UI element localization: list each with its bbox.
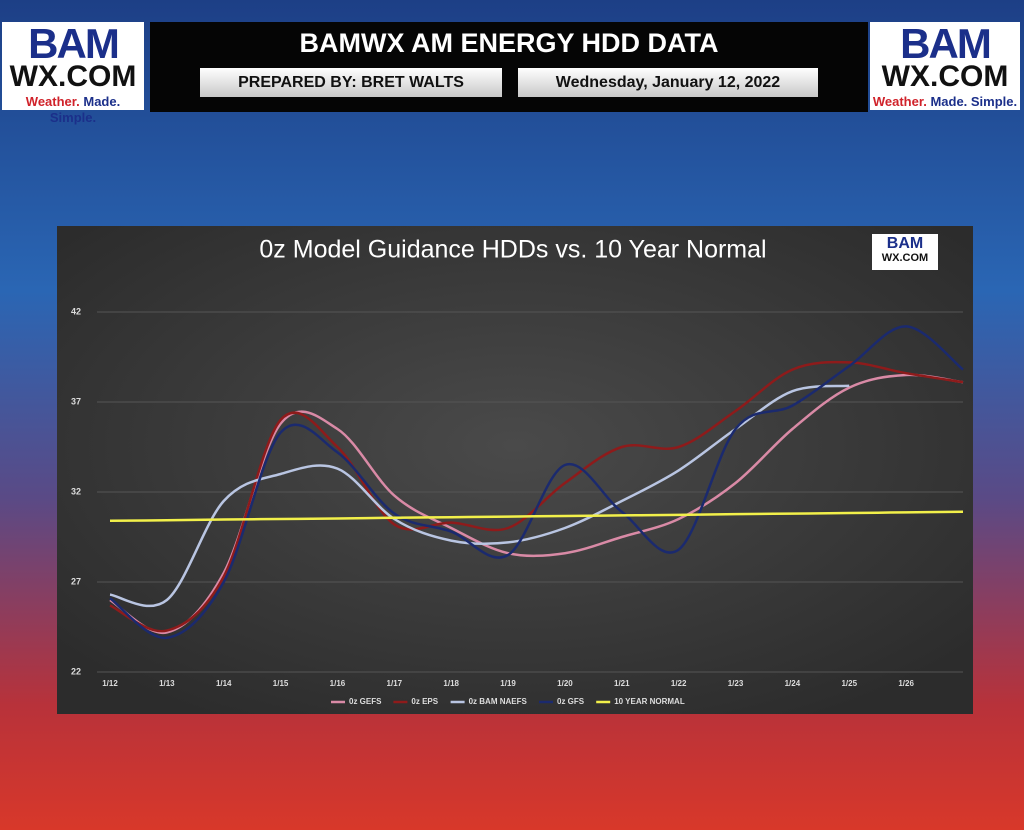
chart-logo <box>872 234 938 270</box>
x-tick-label: 1/22 <box>671 679 687 688</box>
x-tick-label: 1/20 <box>557 679 573 688</box>
logo-top: BAM <box>28 20 120 67</box>
x-tick-label: 1/25 <box>841 679 857 688</box>
x-tick-label: 1/13 <box>159 679 175 688</box>
header-bar <box>150 22 868 112</box>
y-tick-label: 22 <box>71 666 81 676</box>
logo: BAM WX.COM Weather. Made. Simple. <box>2 20 144 125</box>
legend-label: 0z GEFS <box>349 697 382 706</box>
x-tick-label: 1/18 <box>443 679 459 688</box>
x-tick-label: 1/23 <box>728 679 744 688</box>
legend-label: 0z GFS <box>557 697 585 706</box>
chart-background <box>57 226 973 714</box>
x-tick-label: 1/19 <box>500 679 516 688</box>
x-tick-label: 1/24 <box>785 679 801 688</box>
legend-label: 0z BAM NAEFS <box>469 697 528 706</box>
x-tick-label: 1/26 <box>898 679 914 688</box>
tagline-a: Weather. <box>872 94 927 109</box>
prepared-by: PREPARED BY: BRET WALTS <box>200 68 502 97</box>
y-tick-label: 42 <box>71 306 81 316</box>
chart-logo-bottom: WX.COM <box>882 252 928 264</box>
x-tick-label: 1/14 <box>216 679 232 688</box>
logo-bottom: WX.COM <box>9 60 137 93</box>
tagline-a: Weather. <box>25 94 80 109</box>
date: Wednesday, January 12, 2022 <box>518 68 818 97</box>
series-line <box>109 510 964 523</box>
series-line <box>109 325 964 640</box>
chart-logo-top: BAM <box>887 235 923 252</box>
legend-label: 0z EPS <box>411 697 438 706</box>
header: BAMWX AM ENERGY HDD DATA PREPARED BY: BR… <box>0 0 1024 125</box>
legend-label: 10 YEAR NORMAL <box>614 697 685 706</box>
logo-tagline: Weather. Made. Simple. <box>2 94 144 126</box>
tagline-b: Made. Simple. <box>49 94 121 125</box>
x-tick-label: 1/17 <box>387 679 403 688</box>
x-tick-label: 1/12 <box>102 679 118 688</box>
logo-top: BAM <box>900 20 992 67</box>
chart-title: 0z Model Guidance HDDs vs. 10 Year Norma… <box>259 236 766 264</box>
header-title: BAMWX AM ENERGY HDD DATA <box>299 28 719 58</box>
x-tick-label: 1/15 <box>273 679 289 688</box>
y-tick-label: 32 <box>71 486 81 496</box>
x-tick-label: 1/21 <box>614 679 630 688</box>
y-tick-label: 27 <box>71 576 81 586</box>
series-line <box>109 360 964 633</box>
logo-bottom: WX.COM <box>881 60 1009 93</box>
tagline-b: Made. Simple. <box>930 94 1018 109</box>
logo: BAM WX.COM Weather. Made. Simple. <box>870 22 1020 110</box>
chart: 0z Model Guidance HDDs vs. 10 Year Norma… <box>57 226 973 714</box>
x-tick-label: 1/16 <box>330 679 346 688</box>
logo-tagline: Weather. Made. Simple. <box>870 94 1020 110</box>
y-tick-label: 37 <box>71 396 81 406</box>
